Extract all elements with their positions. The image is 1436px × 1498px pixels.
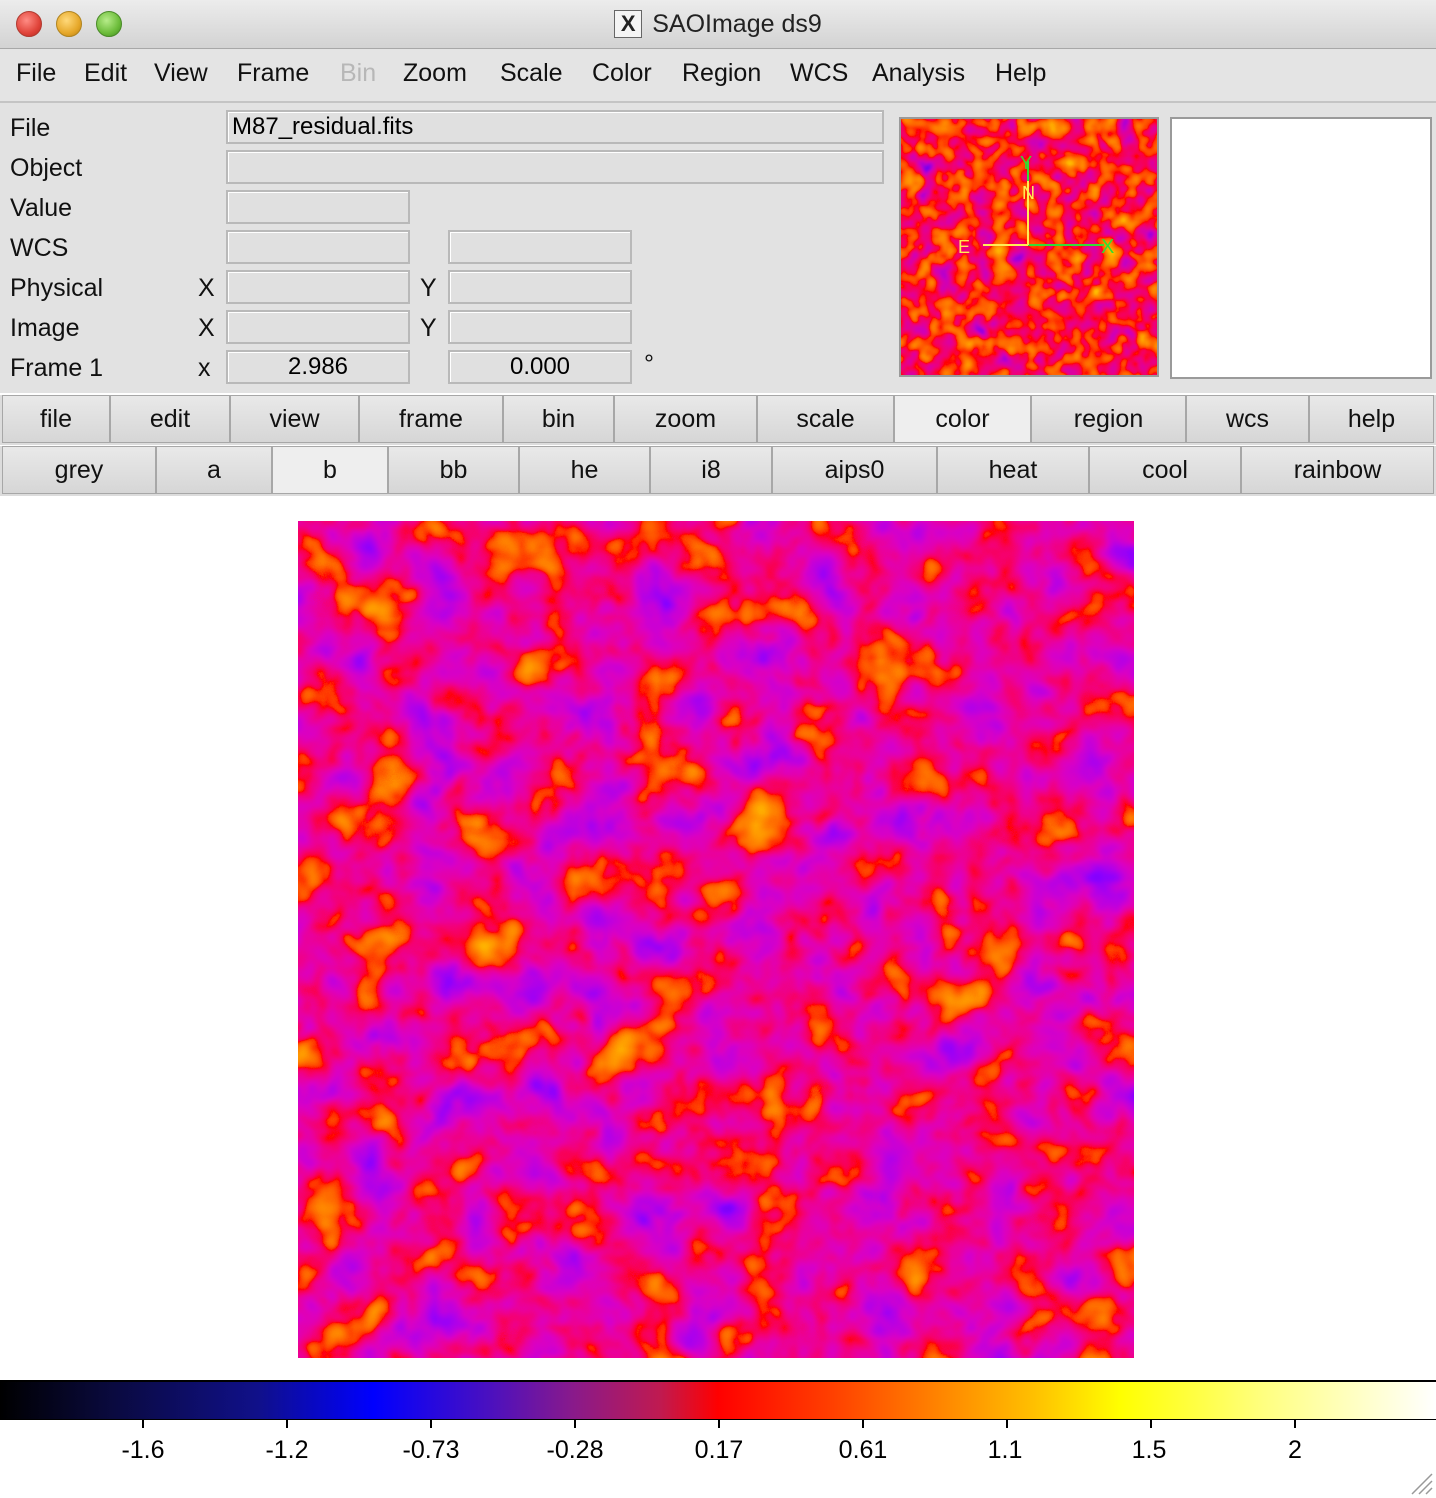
colormap-rainbow[interactable]: rainbow — [1241, 446, 1434, 494]
colorbar-tick — [574, 1420, 576, 1428]
title-bar: X SAOImage ds9 — [0, 0, 1436, 49]
image-canvas — [298, 521, 1134, 1358]
button-frame[interactable]: frame — [359, 395, 503, 443]
button-bar: file edit view frame bin zoom scale colo… — [0, 395, 1436, 445]
compass-east-label: E — [958, 237, 970, 257]
file-name-field: M87_residual.fits — [226, 110, 884, 144]
menu-help[interactable]: Help — [995, 59, 1047, 87]
physical-y-field — [448, 270, 632, 304]
colorbar-tick-label: 0.61 — [838, 1436, 888, 1464]
colorbar-tick — [862, 1420, 864, 1428]
object-label: Object — [10, 154, 83, 182]
file-label: File — [10, 114, 51, 142]
colorbar-tick-label: 0.17 — [694, 1436, 744, 1464]
colorbar-tick — [142, 1420, 144, 1428]
menu-scale[interactable]: Scale — [500, 59, 563, 87]
image-y-label: Y — [420, 314, 437, 342]
colormap-i8[interactable]: i8 — [650, 446, 772, 494]
physical-label: Physical — [10, 274, 104, 302]
image-x-label: X — [198, 314, 215, 342]
button-edit[interactable]: edit — [110, 395, 230, 443]
colormap-cool[interactable]: cool — [1089, 446, 1241, 494]
menu-wcs[interactable]: WCS — [790, 59, 849, 87]
menu-view[interactable]: View — [154, 59, 208, 87]
frame-zoom-x-label: x — [198, 354, 211, 382]
magnifier — [1170, 117, 1432, 379]
colorbar-tick-label: -1.2 — [265, 1436, 309, 1464]
window-title-wrap: X SAOImage ds9 — [0, 0, 1436, 48]
menu-edit[interactable]: Edit — [84, 59, 128, 87]
image-frame[interactable] — [298, 521, 1134, 1358]
physical-y-label: Y — [420, 274, 437, 302]
menu-region[interactable]: Region — [682, 59, 762, 87]
button-region[interactable]: region — [1031, 395, 1186, 443]
wcs-x-field — [226, 230, 410, 264]
colormap-b[interactable]: b — [272, 446, 388, 494]
object-field — [226, 150, 884, 184]
zoom-window-button[interactable] — [96, 11, 122, 37]
value-label: Value — [10, 194, 73, 222]
menu-frame[interactable]: Frame — [237, 59, 310, 87]
frame-label: Frame 1 — [10, 354, 104, 382]
compass-y-axis-label: Y — [1020, 153, 1032, 173]
colorbar-tick-label: -1.6 — [121, 1436, 165, 1464]
compass-north-label: N — [1022, 183, 1035, 203]
value-field — [226, 190, 410, 224]
resize-grip-icon[interactable] — [1408, 1470, 1434, 1496]
colorbar-tick — [286, 1420, 288, 1428]
colorbar-tick-label: 1.1 — [987, 1436, 1023, 1464]
wcs-y-field — [448, 230, 632, 264]
window-title: SAOImage ds9 — [652, 9, 822, 38]
colorbar — [0, 1380, 1436, 1420]
menu-file[interactable]: File — [16, 59, 57, 87]
close-window-button[interactable] — [16, 11, 42, 37]
image-y-field — [448, 310, 632, 344]
menu-bin: Bin — [340, 59, 377, 87]
minimize-window-button[interactable] — [56, 11, 82, 37]
colormap-bb[interactable]: bb — [388, 446, 519, 494]
button-file[interactable]: file — [2, 395, 110, 443]
colormap-heat[interactable]: heat — [937, 446, 1089, 494]
button-view[interactable]: view — [230, 395, 359, 443]
wcs-label: WCS — [10, 234, 69, 262]
colormap-button-bar: grey a b bb he i8 aips0 heat cool rainbo… — [0, 446, 1436, 496]
menu-bar: File Edit View Frame Bin Zoom Scale Colo… — [0, 49, 1436, 103]
button-wcs[interactable]: wcs — [1186, 395, 1309, 443]
physical-x-label: X — [198, 274, 215, 302]
button-help[interactable]: help — [1309, 395, 1434, 443]
colormap-a[interactable]: a — [156, 446, 272, 494]
image-x-field — [226, 310, 410, 344]
colorbar-tick-label: -0.73 — [402, 1436, 460, 1464]
image-label: Image — [10, 314, 80, 342]
colorbar-tick — [1294, 1420, 1296, 1428]
colorbar-tick — [718, 1420, 720, 1428]
compass-x-axis-label: X — [1101, 236, 1114, 258]
panner[interactable]: N E X Y — [899, 117, 1159, 377]
colorbar-tick-label: 2 — [1288, 1436, 1302, 1464]
colorbar-tick — [1150, 1420, 1152, 1428]
residual-image — [298, 521, 1134, 1358]
colorbar-tick-label: 1.5 — [1131, 1436, 1167, 1464]
menu-color[interactable]: Color — [592, 59, 652, 87]
angle-value-field: 0.000 — [448, 350, 632, 384]
colormap-aips0[interactable]: aips0 — [772, 446, 937, 494]
colormap-he[interactable]: he — [519, 446, 650, 494]
menu-analysis[interactable]: Analysis — [872, 59, 966, 87]
menu-zoom[interactable]: Zoom — [403, 59, 467, 87]
button-scale[interactable]: scale — [757, 395, 894, 443]
colorbar-tick — [1006, 1420, 1008, 1428]
colorbar-tick-label: -0.28 — [546, 1436, 604, 1464]
compass — [983, 161, 1104, 246]
button-bin[interactable]: bin — [503, 395, 614, 443]
zoom-value-field: 2.986 — [226, 350, 410, 384]
panner-svg: N E X Y — [901, 119, 1157, 375]
button-zoom[interactable]: zoom — [614, 395, 757, 443]
x11-icon: X — [614, 10, 643, 38]
colormap-grey[interactable]: grey — [2, 446, 156, 494]
window-title-inner: X SAOImage ds9 — [614, 0, 822, 48]
colorbar-tick — [430, 1420, 432, 1428]
physical-x-field — [226, 270, 410, 304]
button-color[interactable]: color — [894, 395, 1031, 443]
degree-symbol: ° — [644, 350, 654, 378]
